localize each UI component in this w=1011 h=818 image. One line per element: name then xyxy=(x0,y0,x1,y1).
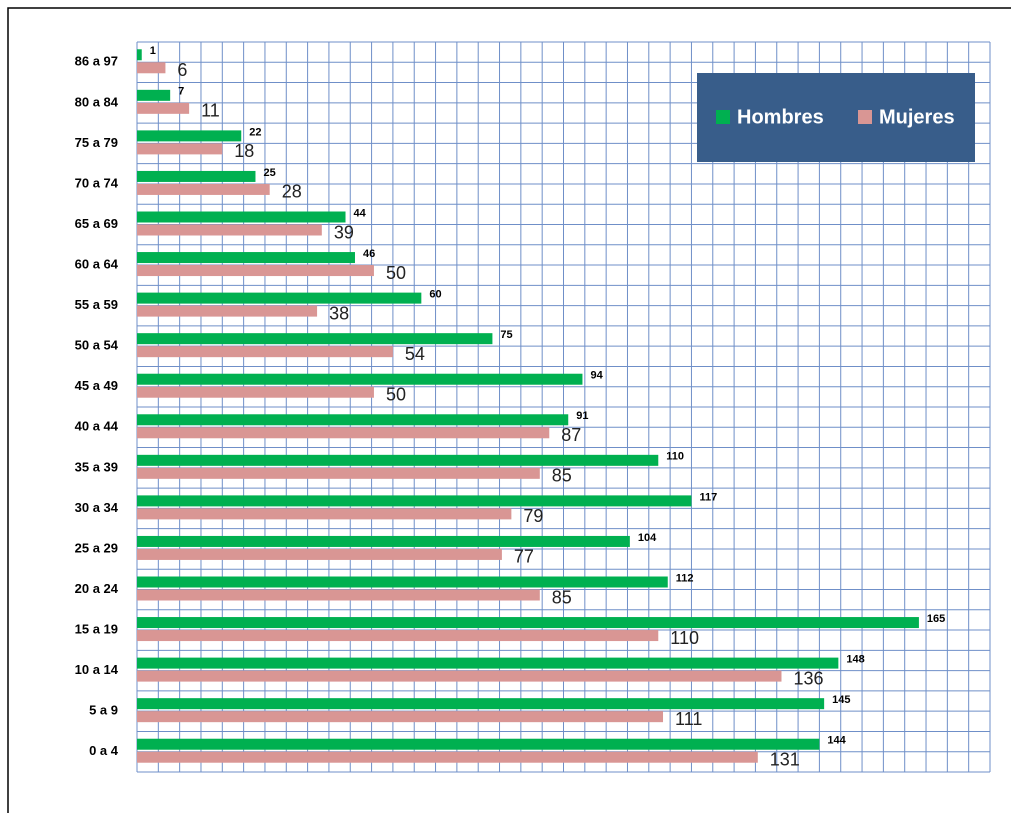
data-label: 18 xyxy=(234,141,254,161)
y-tick-label: 0 a 4 xyxy=(89,743,119,758)
bar xyxy=(137,670,782,682)
data-label: 22 xyxy=(249,126,261,138)
data-label: 117 xyxy=(699,491,717,503)
bar xyxy=(137,62,166,74)
data-label: 131 xyxy=(770,749,800,769)
bar xyxy=(137,102,190,114)
data-label: 38 xyxy=(329,303,349,323)
bar xyxy=(137,738,820,750)
bar xyxy=(137,49,142,61)
data-label: 50 xyxy=(386,384,406,404)
data-label: 44 xyxy=(354,207,367,219)
data-label: 144 xyxy=(827,735,846,747)
data-label: 75 xyxy=(500,329,512,341)
y-tick-label: 86 a 97 xyxy=(75,54,118,69)
bar xyxy=(137,170,256,182)
bar xyxy=(137,454,659,466)
bar xyxy=(137,333,493,345)
bar xyxy=(137,427,550,439)
data-label: 111 xyxy=(675,709,702,729)
data-label: 1 xyxy=(150,45,156,57)
bar xyxy=(137,89,171,101)
y-tick-label: 30 a 34 xyxy=(75,500,119,515)
y-tick-label: 65 a 69 xyxy=(75,216,118,231)
legend-swatch xyxy=(716,110,730,124)
bar xyxy=(137,373,583,385)
data-label: 6 xyxy=(177,60,187,80)
bar xyxy=(137,467,540,479)
y-tick-label: 25 a 29 xyxy=(75,540,118,555)
data-label: 91 xyxy=(576,410,588,422)
y-tick-label: 70 a 74 xyxy=(75,175,119,190)
data-label: 85 xyxy=(552,466,572,486)
bar xyxy=(137,535,630,547)
data-label: 79 xyxy=(523,506,543,526)
data-label: 54 xyxy=(405,344,425,364)
bar xyxy=(137,751,758,763)
bar xyxy=(137,130,242,142)
y-tick-label: 80 a 84 xyxy=(75,94,119,109)
y-tick-label: 40 a 44 xyxy=(75,419,119,434)
data-label: 85 xyxy=(552,587,572,607)
y-tick-label: 15 a 19 xyxy=(75,621,118,636)
data-label: 77 xyxy=(514,547,534,567)
bar xyxy=(137,252,355,264)
y-tick-label: 10 a 14 xyxy=(75,662,119,677)
bar xyxy=(137,346,393,358)
legend-label: Hombres xyxy=(737,106,824,128)
data-label: 104 xyxy=(638,532,657,544)
legend: Hombres Mujeres xyxy=(697,73,975,162)
bar xyxy=(137,183,270,195)
bar xyxy=(137,548,502,560)
legend-box xyxy=(697,73,975,162)
bar xyxy=(137,265,374,277)
data-label: 112 xyxy=(676,572,694,584)
data-label: 25 xyxy=(263,167,275,179)
y-tick-label: 5 a 9 xyxy=(89,703,118,718)
bar xyxy=(137,617,919,629)
bar xyxy=(137,657,839,669)
bar xyxy=(137,224,322,236)
bar xyxy=(137,414,569,426)
data-label: 39 xyxy=(334,222,354,242)
data-label: 50 xyxy=(386,263,406,283)
data-label: 145 xyxy=(832,694,850,706)
data-label: 11 xyxy=(201,101,220,121)
y-tick-label: 35 a 39 xyxy=(75,459,118,474)
y-tick-label: 55 a 59 xyxy=(75,297,118,312)
y-tick-label: 75 a 79 xyxy=(75,135,118,150)
data-label: 110 xyxy=(666,451,684,463)
y-tick-label: 50 a 54 xyxy=(75,338,119,353)
bar xyxy=(137,143,223,155)
bar xyxy=(137,211,346,223)
frame xyxy=(7,7,1011,813)
bar xyxy=(137,630,659,642)
bar xyxy=(137,305,318,317)
legend-label: Mujeres xyxy=(879,106,955,128)
y-tick-label: 20 a 24 xyxy=(75,581,119,596)
data-label: 94 xyxy=(590,370,603,382)
bar xyxy=(137,508,512,520)
bar xyxy=(137,589,540,601)
y-tick-label: 60 a 64 xyxy=(75,256,119,271)
bar xyxy=(137,386,374,398)
data-label: 60 xyxy=(429,289,441,301)
data-label: 7 xyxy=(178,86,184,98)
bar xyxy=(137,711,664,723)
legend-swatch xyxy=(858,110,872,124)
data-label: 28 xyxy=(282,182,302,202)
bar xyxy=(137,576,668,588)
bar xyxy=(137,495,692,507)
data-label: 87 xyxy=(561,425,581,445)
y-tick-label: 45 a 49 xyxy=(75,378,118,393)
bar xyxy=(137,292,422,304)
data-label: 46 xyxy=(363,248,375,260)
bar xyxy=(137,698,825,710)
data-label: 136 xyxy=(793,668,823,688)
data-label: 110 xyxy=(670,628,699,648)
data-label: 165 xyxy=(927,613,945,625)
data-label: 148 xyxy=(846,654,864,666)
